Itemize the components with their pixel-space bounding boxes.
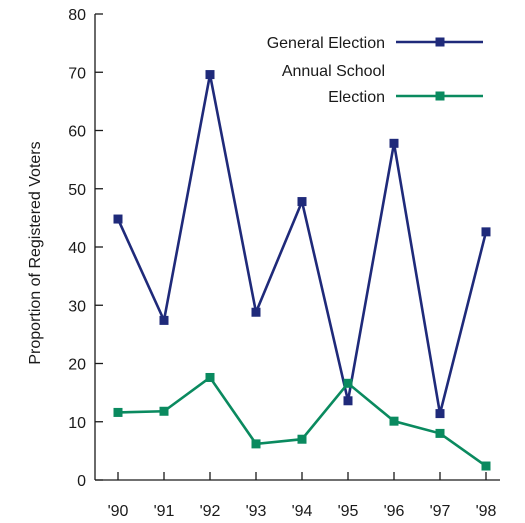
y-tick-label: 40: [68, 240, 86, 257]
data-point: [297, 197, 307, 207]
y-tick-label: 80: [68, 7, 86, 24]
data-point: [113, 407, 123, 417]
series-line: [116, 74, 488, 414]
series-0: [113, 70, 491, 419]
data-point: [205, 70, 215, 80]
data-point: [251, 439, 261, 449]
y-axis-title: Proportion of Registered Voters: [27, 141, 44, 364]
data-point: [389, 138, 399, 148]
data-point: [251, 307, 261, 317]
axes: 0 10 20 30 40 50 60 70 80 '90 '91 '92 '93 '94 '95 '96 '9…: [68, 7, 500, 520]
data-point: [343, 378, 353, 388]
data-point: [481, 461, 491, 471]
y-tick-label: 0: [77, 473, 86, 490]
data-point: [343, 396, 353, 406]
x-tick-label: '97: [430, 503, 451, 520]
series-layer: [113, 70, 491, 471]
data-point: [113, 214, 123, 224]
data-point: [435, 428, 445, 438]
data-point: [159, 315, 169, 325]
legend-label-general-election: General Election: [267, 35, 385, 52]
data-point: [159, 406, 169, 416]
y-tick-label: 10: [68, 415, 86, 432]
y-tick-label: 30: [68, 298, 86, 315]
data-point: [205, 372, 215, 382]
series-line: [117, 375, 487, 468]
x-tick-label: '94: [292, 503, 313, 520]
y-tick-label: 50: [68, 182, 86, 199]
x-tick-label: '98: [476, 503, 497, 520]
legend-swatch-marker: [435, 37, 445, 47]
x-tick-label: '95: [338, 503, 359, 520]
legend-swatch-marker: [435, 91, 445, 101]
y-tick-label: 70: [68, 65, 86, 82]
data-point: [481, 227, 491, 237]
data-point: [297, 434, 307, 444]
y-tick-label: 60: [68, 124, 86, 141]
x-tick-label: '91: [154, 503, 175, 520]
x-tick-label: '92: [200, 503, 221, 520]
series-1: [113, 372, 491, 471]
x-tick-label: '96: [384, 503, 405, 520]
legend-label-annual-school-line2: Election: [328, 89, 385, 106]
legend-label-annual-school-line1: Annual School: [282, 63, 385, 80]
y-tick-label: 20: [68, 357, 86, 374]
x-tick-label: '90: [108, 503, 129, 520]
x-tick-label: '93: [246, 503, 267, 520]
data-point: [435, 409, 445, 419]
data-point: [389, 416, 399, 426]
legend: General Election Annual School Election: [267, 35, 483, 106]
